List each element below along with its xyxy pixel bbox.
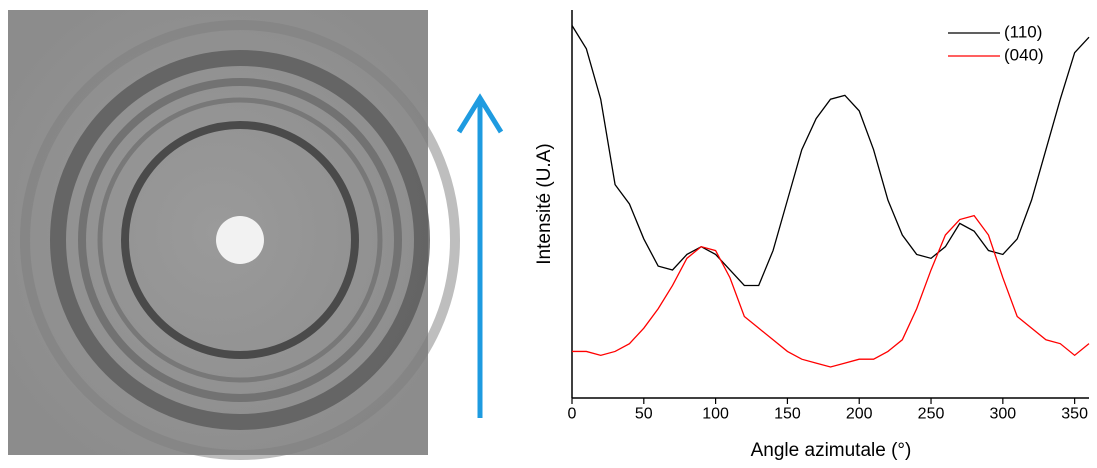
x-tick-label: 150 [774, 405, 801, 422]
x-tick-label: 50 [635, 405, 653, 422]
x-tick-label: 100 [702, 405, 729, 422]
x-tick-label: 200 [846, 405, 873, 422]
diffraction-image [8, 10, 504, 460]
beam-stop [216, 216, 264, 264]
ring [78, 78, 402, 402]
series-line [572, 214, 1090, 368]
ring [20, 20, 460, 460]
ring [121, 121, 359, 359]
y-axis-title: Intensité (U.A) [534, 143, 555, 264]
legend-label: (040) [1004, 45, 1044, 64]
x-axis-title: Angle azimutale (°) [751, 440, 912, 461]
series-line [571, 25, 1090, 287]
x-tick-label: 350 [1061, 405, 1088, 422]
x-tick-label: 300 [989, 405, 1016, 422]
ring [50, 50, 430, 430]
x-tick-label: 0 [568, 405, 577, 422]
arrow-head [456, 93, 504, 134]
legend-label: (110) [1004, 22, 1042, 41]
x-tick-label: 250 [918, 405, 945, 422]
ring [97, 97, 383, 383]
